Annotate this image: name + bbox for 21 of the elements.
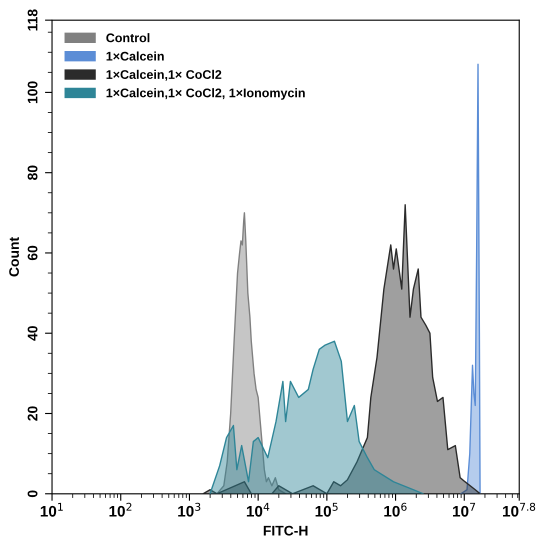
legend-label: Control: [106, 33, 150, 42]
y-tick-label: 80: [28, 166, 38, 180]
x-tick-label: 10$^{2}$: [109, 502, 132, 517]
y-tick-label: 0: [28, 490, 38, 498]
x-axis-title: FITC-H: [264, 526, 308, 536]
y-tick-label: 20: [28, 406, 38, 421]
x-tick-label: 10$^{6}$: [384, 502, 407, 517]
y-tick-label: 40: [28, 326, 38, 341]
x-tick-label: 10$^{3}$: [178, 502, 200, 517]
legend-label: 1×Calcein,1× CoCl2: [106, 70, 222, 81]
legend-label: 1×Calcein,1× CoCl2, 1×Ionomycin: [106, 88, 305, 100]
y-tick-label: 118: [28, 9, 38, 30]
x-tick-label: 10$^{7.8}$: [503, 502, 536, 517]
y-tick-label: 60: [28, 246, 38, 260]
x-tick-label: 10$^{5}$: [316, 502, 338, 517]
x-tick-label: 10$^{7}$: [453, 502, 476, 517]
y-tick-label: 100: [28, 81, 38, 104]
x-tick-label: 10$^{4}$: [246, 502, 270, 517]
x-tick-label: 10$^{1}$: [40, 502, 63, 517]
legend-label: 1×Calcein: [106, 51, 164, 61]
y-axis-title: Count: [9, 237, 19, 276]
